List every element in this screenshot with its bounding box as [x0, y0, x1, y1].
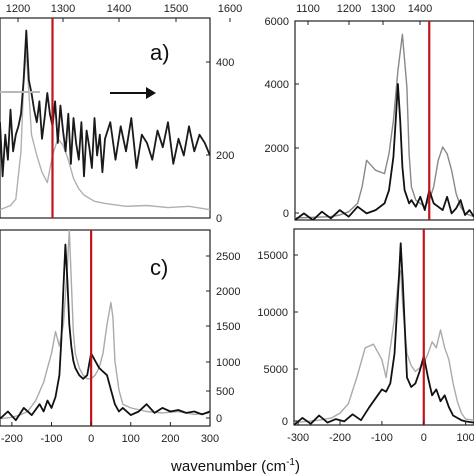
bottom-tick-label: -100 — [40, 433, 62, 445]
top-tick-label: 1300 — [371, 3, 395, 15]
top-tick-label: 1300 — [51, 3, 75, 15]
series-line-2 — [0, 243, 210, 422]
top-tick-label: 1400 — [107, 3, 131, 15]
left-tick-label: 10000 — [257, 307, 288, 319]
bottom-tick-label: 100 — [456, 432, 474, 444]
bottom-tick-label: -300 — [287, 432, 309, 444]
right-arrow-icon — [146, 87, 156, 99]
series-line-1 — [0, 50, 210, 211]
left-tick-label: 15000 — [257, 250, 288, 262]
right-tick-label: 0 — [216, 413, 222, 425]
panel-label: c) — [150, 255, 168, 280]
plot-area — [294, 242, 474, 425]
plot-area — [295, 33, 474, 220]
bottom-tick-label: 100 — [122, 433, 140, 445]
panel-label: a) — [150, 40, 170, 65]
left-tick-label: 0 — [283, 208, 289, 220]
top-tick-label: 1100 — [296, 3, 320, 15]
left-tick-label: 5000 — [264, 364, 288, 376]
series-line-2 — [295, 83, 474, 220]
right-tick-label: 0 — [216, 213, 222, 225]
top-tick-label: 1500 — [164, 3, 188, 15]
plot-area — [0, 29, 210, 211]
right-tick-label: 2500 — [216, 251, 240, 263]
top-tick-label: 1600 — [218, 3, 242, 15]
plot-area — [0, 230, 210, 422]
right-tick-label: 1500 — [216, 321, 240, 333]
right-tick-label: 2000 — [216, 286, 240, 298]
series-line-1 — [295, 33, 474, 219]
bottom-tick-label: 0 — [88, 433, 94, 445]
x-axis-label: wavenumber (cm-1) — [170, 457, 300, 474]
left-tick-label: 2000 — [265, 143, 289, 155]
bottom-tick-label: -100 — [371, 432, 393, 444]
bottom-tick-label: 0 — [421, 432, 427, 444]
left-tick-label: 4000 — [265, 79, 289, 91]
left-tick-label: 6000 — [265, 16, 289, 28]
series-line-1 — [0, 230, 210, 420]
plot-frame — [0, 17, 211, 219]
panel-2: 1100 1200 1300 1400 0 2000 4000 6000 — [265, 3, 474, 221]
bottom-tick-label: -200 — [329, 432, 351, 444]
bottom-tick-label: 200 — [161, 433, 179, 445]
panel-3: 0 500 1000 1500 2000 2500 -200 -100 0 100 200 300 c) — [0, 229, 240, 445]
series-line-2 — [0, 29, 210, 178]
plot-frame — [0, 229, 211, 427]
top-tick-label: 1200 — [6, 3, 30, 15]
bottom-tick-label: -200 — [1, 433, 23, 445]
plot-frame — [294, 20, 474, 221]
series-line-2 — [294, 242, 474, 425]
right-tick-label: 200 — [216, 150, 234, 162]
panel-4: 0 5000 10000 15000 -300 -200 -100 0 100 — [257, 228, 474, 444]
panel-1: 1200 1300 1400 1500 1600 0 200 400 a) — [0, 3, 242, 225]
right-tick-label: 1000 — [216, 357, 240, 369]
right-tick-label: 400 — [216, 57, 234, 69]
top-tick-label: 1200 — [337, 3, 361, 15]
plot-frame — [293, 228, 474, 426]
right-tick-label: 500 — [216, 386, 234, 398]
top-tick-label: 1400 — [408, 3, 432, 15]
bottom-tick-label: 300 — [201, 433, 219, 445]
left-tick-label: 0 — [282, 416, 288, 428]
